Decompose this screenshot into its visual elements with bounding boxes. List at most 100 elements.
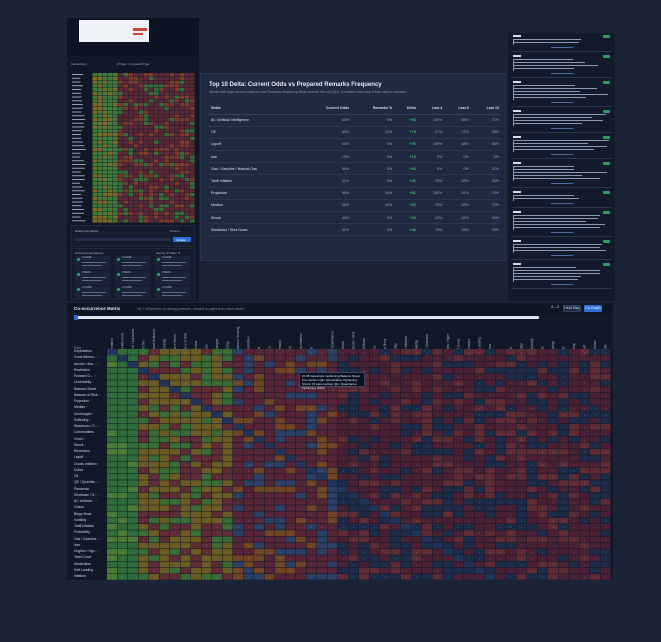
matrix-cell[interactable] bbox=[107, 442, 117, 449]
matrix-cell[interactable] bbox=[590, 361, 600, 368]
matrix-cell[interactable] bbox=[306, 355, 317, 361]
matrix-cell[interactable] bbox=[327, 542, 338, 549]
matrix-cell[interactable] bbox=[212, 480, 222, 486]
matrix-cell[interactable] bbox=[558, 449, 569, 455]
matrix-cell[interactable] bbox=[579, 561, 590, 568]
matrix-cell[interactable] bbox=[453, 367, 464, 374]
matrix-cell[interactable] bbox=[149, 386, 159, 393]
matrix-cell[interactable] bbox=[254, 386, 264, 393]
matrix-cell[interactable] bbox=[558, 499, 569, 505]
matrix-cell[interactable] bbox=[306, 574, 317, 580]
delta-row[interactable]: Tariff Inflation 31% 0% +31 75% 63% 53% bbox=[209, 174, 501, 188]
matrix-cell[interactable] bbox=[254, 536, 264, 543]
matrix-cell[interactable] bbox=[201, 517, 212, 524]
matrix-cell[interactable] bbox=[306, 467, 317, 474]
matrix-cell[interactable] bbox=[569, 536, 579, 543]
matrix-cell[interactable] bbox=[558, 424, 569, 430]
matrix-cell[interactable] bbox=[443, 399, 453, 405]
heatmap-view-button[interactable]: Heat Map bbox=[563, 305, 581, 312]
matrix-cell[interactable] bbox=[107, 467, 117, 474]
matrix-cell[interactable] bbox=[159, 542, 170, 549]
matrix-cell[interactable] bbox=[527, 455, 537, 461]
matrix-cell[interactable] bbox=[453, 449, 464, 455]
slider-knob[interactable] bbox=[74, 315, 78, 320]
matrix-cell[interactable] bbox=[485, 417, 495, 424]
matrix-cell[interactable] bbox=[495, 505, 506, 511]
matrix-cell[interactable] bbox=[390, 386, 401, 393]
matrix-cell[interactable] bbox=[390, 486, 401, 493]
matrix-cell[interactable] bbox=[201, 449, 212, 455]
recommendation-card[interactable]: # CORE bbox=[115, 286, 151, 300]
matrix-cell[interactable] bbox=[327, 536, 338, 543]
matrix-cell[interactable] bbox=[285, 424, 296, 430]
matrix-cell[interactable] bbox=[485, 567, 495, 574]
matrix-cell[interactable] bbox=[537, 411, 548, 418]
matrix-cell[interactable] bbox=[369, 524, 380, 530]
matrix-cell[interactable] bbox=[464, 492, 474, 499]
matrix-cell[interactable] bbox=[348, 517, 359, 524]
matrix-cell[interactable] bbox=[464, 524, 474, 530]
matrix-cell[interactable] bbox=[380, 417, 390, 424]
matrix-cell[interactable] bbox=[590, 474, 600, 480]
matrix-cell[interactable] bbox=[170, 430, 180, 436]
matrix-row-label[interactable]: Volatility bbox=[74, 518, 86, 522]
matrix-cell[interactable] bbox=[432, 361, 443, 368]
matrix-cell[interactable] bbox=[275, 361, 285, 368]
matrix-cell[interactable] bbox=[117, 549, 128, 555]
matrix-cell[interactable] bbox=[159, 530, 170, 536]
matrix-cell[interactable] bbox=[527, 399, 537, 405]
matrix-row-label[interactable]: Expectation bbox=[74, 349, 92, 353]
matrix-cell[interactable] bbox=[128, 424, 138, 430]
matrix-cell[interactable] bbox=[359, 499, 369, 505]
matrix-cell[interactable] bbox=[495, 467, 506, 474]
matrix-cell[interactable] bbox=[569, 486, 579, 493]
matrix-cell[interactable] bbox=[243, 386, 254, 393]
matrix-cell[interactable] bbox=[159, 349, 170, 355]
matrix-cell[interactable] bbox=[390, 474, 401, 480]
matrix-cell[interactable] bbox=[590, 349, 600, 355]
matrix-cell[interactable] bbox=[338, 417, 348, 424]
matrix-cell[interactable] bbox=[191, 449, 201, 455]
matrix-cell[interactable] bbox=[348, 480, 359, 486]
matrix-cell[interactable] bbox=[453, 436, 464, 443]
matrix-cell[interactable] bbox=[464, 480, 474, 486]
matrix-cell[interactable] bbox=[432, 349, 443, 355]
matrix-cell[interactable] bbox=[275, 549, 285, 555]
matrix-cell[interactable] bbox=[506, 355, 516, 361]
matrix-cell[interactable] bbox=[422, 517, 432, 524]
matrix-cell[interactable] bbox=[369, 442, 380, 449]
matrix-cell[interactable] bbox=[296, 349, 306, 355]
matrix-cell[interactable] bbox=[411, 349, 422, 355]
matrix-cell[interactable] bbox=[149, 355, 159, 361]
matrix-cell[interactable] bbox=[317, 561, 327, 568]
matrix-cell[interactable] bbox=[159, 505, 170, 511]
matrix-cell[interactable] bbox=[516, 374, 527, 380]
matrix-cell[interactable] bbox=[390, 536, 401, 543]
matrix-cell[interactable] bbox=[222, 574, 233, 580]
matrix-cell[interactable] bbox=[327, 574, 338, 580]
matrix-cell[interactable] bbox=[348, 530, 359, 536]
matrix-cell[interactable] bbox=[432, 524, 443, 530]
matrix-cell[interactable] bbox=[506, 436, 516, 443]
matrix-cell[interactable] bbox=[485, 349, 495, 355]
matrix-cell[interactable] bbox=[380, 486, 390, 493]
matrix-cell[interactable] bbox=[159, 380, 170, 386]
matrix-cell[interactable] bbox=[537, 417, 548, 424]
matrix-cell[interactable] bbox=[107, 517, 117, 524]
matrix-cell[interactable] bbox=[359, 461, 369, 468]
matrix-cell[interactable] bbox=[180, 442, 191, 449]
matrix-cell[interactable] bbox=[317, 361, 327, 368]
matrix-cell[interactable] bbox=[495, 436, 506, 443]
matrix-cell[interactable] bbox=[264, 380, 275, 386]
matrix-cell[interactable] bbox=[212, 499, 222, 505]
matrix-cell[interactable] bbox=[506, 386, 516, 393]
matrix-cell[interactable] bbox=[527, 574, 537, 580]
matrix-cell[interactable] bbox=[296, 455, 306, 461]
matrix-row-label[interactable]: Shutdown / S… ↑ bbox=[74, 493, 100, 497]
matrix-cell[interactable] bbox=[264, 474, 275, 480]
matrix-cell[interactable] bbox=[128, 405, 138, 411]
matrix-cell[interactable] bbox=[411, 411, 422, 418]
matrix-cell[interactable] bbox=[369, 542, 380, 549]
matrix-cell[interactable] bbox=[600, 349, 611, 355]
matrix-cell[interactable] bbox=[254, 442, 264, 449]
